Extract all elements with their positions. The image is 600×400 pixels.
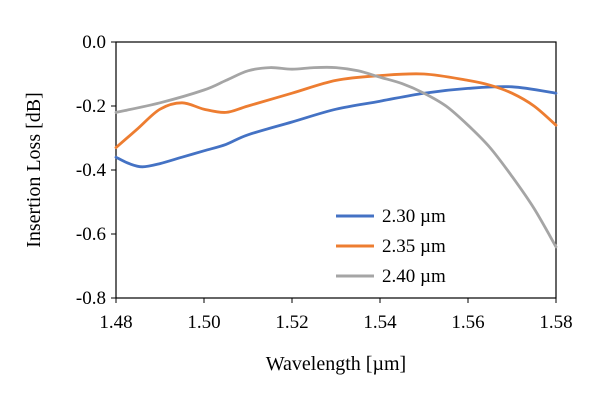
x-tick-label: 1.52 bbox=[275, 312, 308, 333]
legend: 2.30 µm 2.35 µm 2.40 µm bbox=[336, 206, 446, 287]
y-tick-label: -0.2 bbox=[76, 96, 106, 117]
x-axis-title: Wavelength [µm] bbox=[266, 353, 406, 375]
series-line-2-30-m bbox=[114, 85, 558, 169]
legend-label: 2.35 µm bbox=[382, 236, 446, 257]
x-tick-label: 1.48 bbox=[99, 312, 132, 333]
series-line-2-40-m bbox=[114, 65, 558, 249]
x-tick-label: 1.58 bbox=[539, 312, 572, 333]
y-tick-label: 0.0 bbox=[82, 32, 106, 53]
series-line-2-35-m bbox=[114, 72, 558, 149]
x-tick-label: 1.54 bbox=[363, 312, 397, 333]
legend-label: 2.30 µm bbox=[382, 206, 446, 227]
y-ticks: 0.0 -0.2 -0.4 -0.6 -0.8 bbox=[76, 32, 116, 309]
x-tick-label: 1.56 bbox=[451, 312, 484, 333]
legend-label: 2.40 µm bbox=[382, 266, 446, 287]
y-tick-label: -0.6 bbox=[76, 224, 106, 245]
y-tick-label: -0.8 bbox=[76, 288, 106, 309]
y-tick-label: -0.4 bbox=[76, 160, 107, 181]
y-axis-title: Insertion Loss [dB] bbox=[23, 92, 45, 248]
x-tick-label: 1.50 bbox=[187, 312, 220, 333]
series-lines bbox=[114, 65, 558, 249]
x-ticks: 1.48 1.50 1.52 1.54 1.56 1.58 bbox=[99, 298, 573, 333]
